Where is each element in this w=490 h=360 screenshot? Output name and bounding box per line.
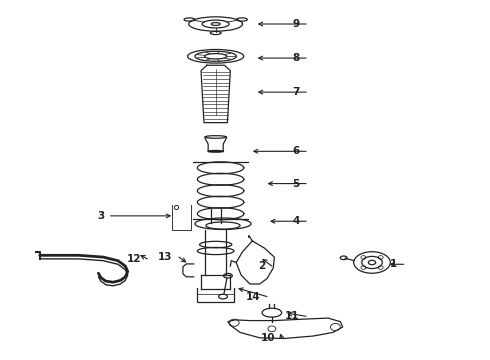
Text: 5: 5: [293, 179, 300, 189]
Text: 6: 6: [293, 146, 300, 156]
Text: 12: 12: [126, 254, 141, 264]
Text: 9: 9: [293, 19, 300, 29]
Text: 1: 1: [390, 259, 397, 269]
Text: 14: 14: [246, 292, 261, 302]
Text: 2: 2: [258, 261, 266, 271]
Text: 13: 13: [158, 252, 172, 262]
Text: 4: 4: [293, 216, 300, 226]
Text: 10: 10: [261, 333, 275, 343]
Text: 8: 8: [293, 53, 300, 63]
Text: 11: 11: [285, 311, 300, 321]
Polygon shape: [201, 65, 230, 123]
Text: 7: 7: [293, 87, 300, 97]
Polygon shape: [228, 318, 343, 338]
Text: 3: 3: [97, 211, 104, 221]
